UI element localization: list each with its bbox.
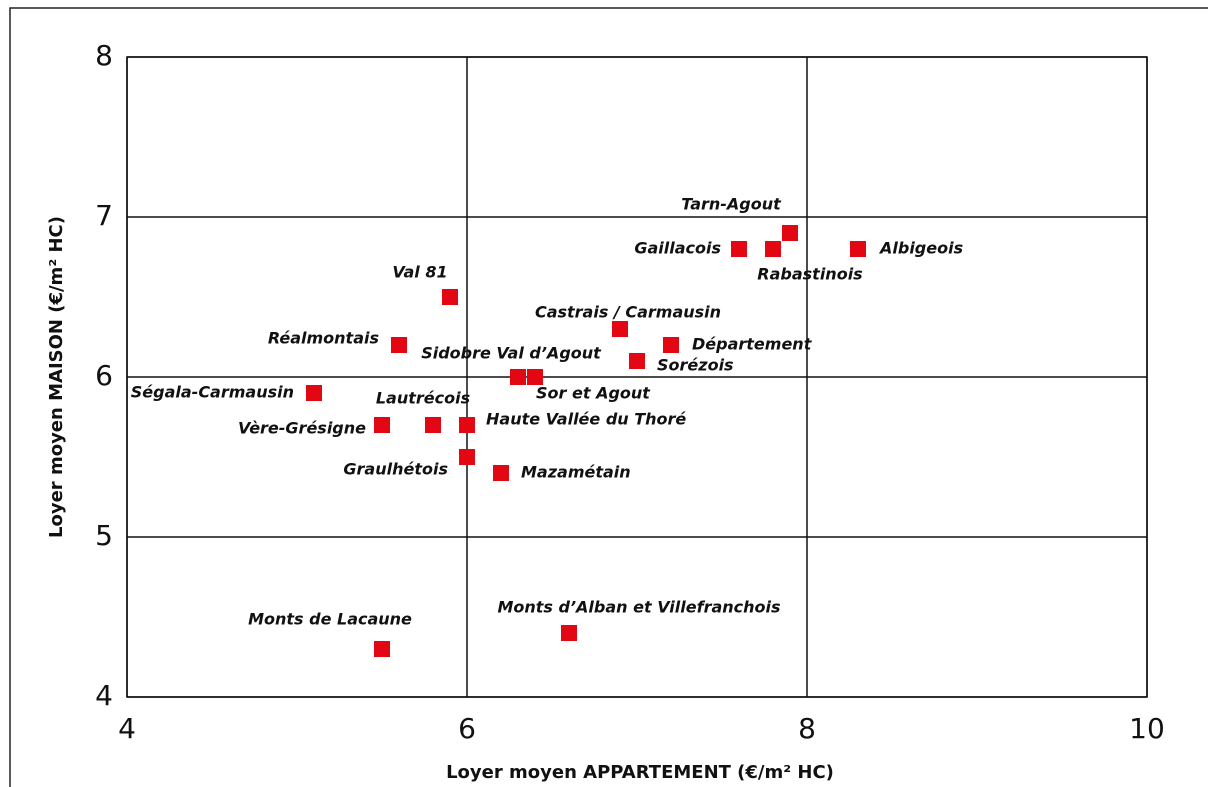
point-label: Castrais / Carmausin: [535, 303, 721, 322]
point: [612, 321, 628, 337]
point-label: Vère-Grésigne: [238, 419, 366, 438]
y-axis-label: Loyer moyen MAISON (€/m² HC): [46, 216, 67, 538]
point: [731, 241, 747, 257]
point-label: Réalmontais: [268, 329, 379, 348]
x-tick-label: 10: [1129, 712, 1165, 745]
point-label: Gaillacois: [634, 239, 721, 258]
point-label: Sidobre Val d’Agout: [421, 344, 602, 363]
point-label: Val 81: [392, 263, 447, 282]
point-label: Monts d’Alban et Villefranchois: [497, 598, 780, 617]
point-label: Graulhétois: [343, 460, 448, 479]
point: [510, 369, 526, 385]
point-label: Lautrécois: [376, 389, 470, 408]
point: [561, 625, 577, 641]
point: [374, 417, 390, 433]
frame: [9, 7, 1208, 787]
point-label: Haute Vallée du Thoré: [486, 410, 686, 429]
point: [493, 465, 509, 481]
point: [765, 241, 781, 257]
point: [391, 337, 407, 353]
point: [306, 385, 322, 401]
x-tick-label: 6: [458, 712, 476, 745]
y-tick-label: 8: [95, 39, 113, 72]
point-label: Albigeois: [878, 239, 963, 258]
point: [442, 289, 458, 305]
y-tick-label: 5: [95, 519, 113, 552]
point-label: Département: [692, 335, 813, 354]
x-tick-label: 8: [798, 712, 816, 745]
point: [629, 353, 645, 369]
point-label: Tarn-Agout: [681, 195, 782, 214]
point-label: Rabastinois: [757, 265, 862, 284]
point: [527, 369, 543, 385]
point-label: Ségala-Carmausin: [131, 383, 294, 402]
point-label: Mazamétain: [521, 463, 631, 482]
point: [850, 241, 866, 257]
point: [425, 417, 441, 433]
point: [663, 337, 679, 353]
x-axis-label: Loyer moyen APPARTEMENT (€/m² HC): [446, 762, 834, 783]
y-tick-label: 6: [95, 359, 113, 392]
point: [374, 641, 390, 657]
point: [782, 225, 798, 241]
point-label: Sor et Agout: [536, 384, 651, 403]
point-label: Monts de Lacaune: [248, 610, 412, 629]
point: [459, 449, 475, 465]
point-label: Sorézois: [657, 356, 734, 375]
y-tick-label: 4: [95, 679, 113, 712]
x-tick-label: 4: [118, 712, 136, 745]
point: [459, 417, 475, 433]
y-tick-label: 7: [95, 199, 113, 232]
